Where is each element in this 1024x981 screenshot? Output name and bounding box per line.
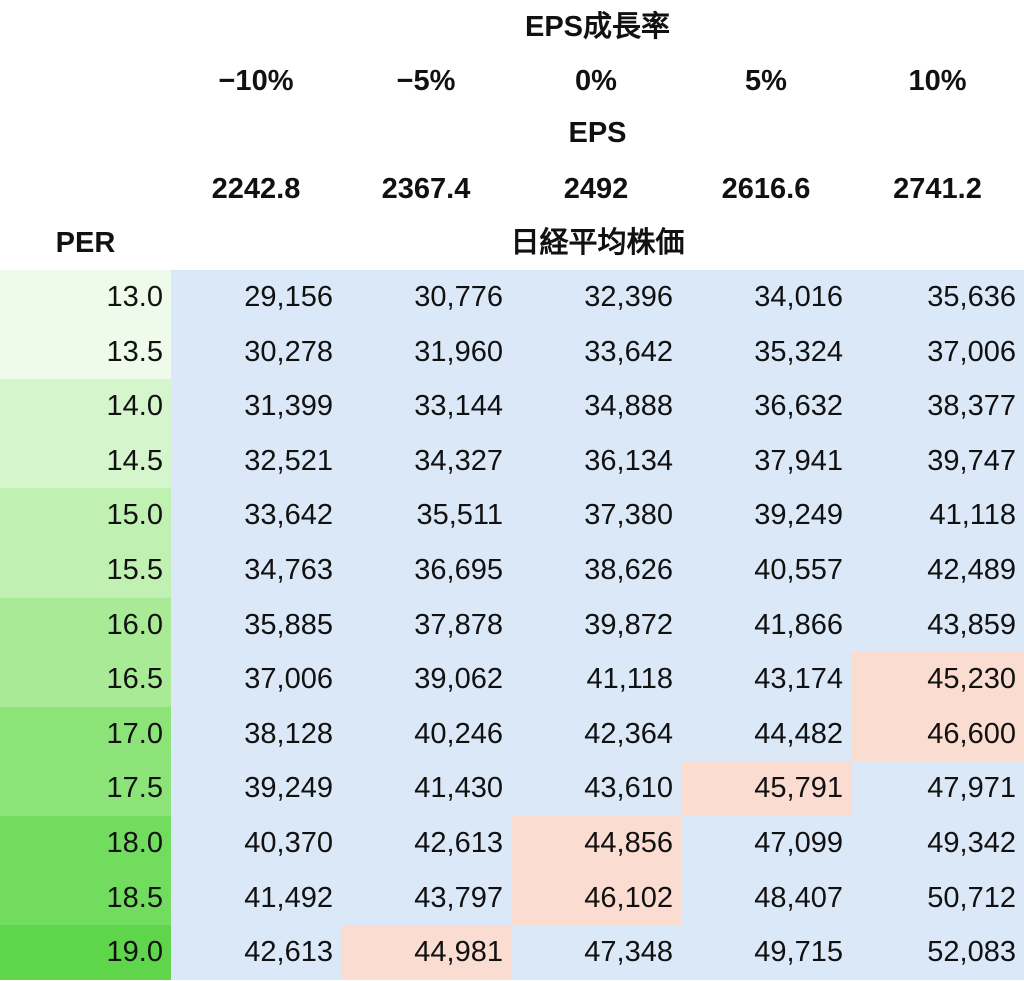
growth-rate-header: 0% [575,64,617,97]
price-cell: 49,342 [851,816,1024,871]
eps-growth-title: EPS成長率 [524,11,671,43]
price-cell-highlighted: 44,856 [511,816,681,871]
price-cell-highlighted: 45,230 [851,652,1024,707]
price-cell: 35,324 [681,325,851,379]
price-cell: 47,348 [511,925,681,980]
price-cell: 42,489 [851,543,1024,598]
price-cell: 42,364 [511,707,681,761]
price-cell-highlighted: 46,102 [511,871,681,925]
price-cell: 50,712 [851,871,1024,925]
price-cell: 38,626 [511,543,681,598]
price-cell: 31,399 [171,379,341,434]
price-cell: 44,482 [681,707,851,761]
per-value-cell: 17.5 [0,761,171,816]
price-cell: 39,062 [341,652,511,707]
price-cell: 40,370 [171,816,341,871]
price-cell: 38,377 [851,379,1024,434]
growth-rate-header: −10% [218,64,294,97]
price-cell: 30,278 [171,325,341,379]
price-cell: 34,888 [511,379,681,434]
price-cell: 32,396 [511,270,681,325]
price-cell: 31,960 [341,325,511,379]
price-cell: 47,099 [681,816,851,871]
eps-value-header: 2242.8 [211,172,301,205]
per-value-cell: 17.0 [0,707,171,761]
eps-value-header: 2492 [563,172,629,205]
per-value-cell: 15.5 [0,543,171,598]
price-cell-highlighted: 46,600 [851,707,1024,761]
price-cell: 49,715 [681,925,851,980]
price-cell: 42,613 [341,816,511,871]
price-cell: 33,642 [511,325,681,379]
per-value-cell: 13.5 [0,325,171,379]
price-cell: 34,763 [171,543,341,598]
per-value-cell: 19.0 [0,925,171,980]
eps-value-header: 2616.6 [721,172,811,205]
price-cell: 39,249 [681,488,851,543]
per-label: PER [55,226,116,259]
price-cell-highlighted: 45,791 [681,761,851,816]
price-cell: 35,511 [341,488,511,543]
price-cell: 32,521 [171,434,341,488]
eps-title: EPS [568,117,627,149]
price-cell: 37,941 [681,434,851,488]
price-cell: 35,636 [851,270,1024,325]
price-cell: 36,695 [341,543,511,598]
growth-rate-header: 5% [745,64,787,97]
price-cell: 42,613 [171,925,341,980]
per-value-cell: 15.0 [0,488,171,543]
nikkei-price-title: 日経平均株価 [510,227,685,259]
per-value-cell: 14.5 [0,434,171,488]
price-cell: 52,083 [851,925,1024,980]
price-cell: 34,327 [341,434,511,488]
price-cell: 39,872 [511,598,681,652]
growth-rate-header: −5% [396,64,456,97]
per-value-cell: 16.0 [0,598,171,652]
price-cell: 37,006 [171,652,341,707]
price-cell: 39,747 [851,434,1024,488]
price-cell: 36,632 [681,379,851,434]
price-cell: 34,016 [681,270,851,325]
eps-value-header: 2367.4 [381,172,471,205]
price-cell: 38,128 [171,707,341,761]
price-cell: 41,118 [511,652,681,707]
price-cell: 48,407 [681,871,851,925]
price-cell: 41,866 [681,598,851,652]
price-cell: 41,492 [171,871,341,925]
price-cell: 43,859 [851,598,1024,652]
price-cell: 40,246 [341,707,511,761]
price-cell: 30,776 [341,270,511,325]
price-cell: 41,430 [341,761,511,816]
price-cell-highlighted: 44,981 [341,925,511,980]
price-cell: 39,249 [171,761,341,816]
per-value-cell: 18.5 [0,871,171,925]
price-cell: 35,885 [171,598,341,652]
price-cell: 43,174 [681,652,851,707]
price-cell: 40,557 [681,543,851,598]
per-value-cell: 13.0 [0,270,171,325]
price-cell: 43,797 [341,871,511,925]
price-cell: 33,144 [341,379,511,434]
price-cell: 47,971 [851,761,1024,816]
price-cell: 43,610 [511,761,681,816]
price-cell: 37,878 [341,598,511,652]
price-cell: 37,380 [511,488,681,543]
per-value-cell: 14.0 [0,379,171,434]
price-cell: 29,156 [171,270,341,325]
price-cell: 41,118 [851,488,1024,543]
price-cell: 36,134 [511,434,681,488]
price-cell: 33,642 [171,488,341,543]
eps-value-header: 2741.2 [893,172,982,205]
price-cell: 37,006 [851,325,1024,379]
per-value-cell: 16.5 [0,652,171,707]
per-value-cell: 18.0 [0,816,171,871]
growth-rate-header: 10% [908,64,967,97]
